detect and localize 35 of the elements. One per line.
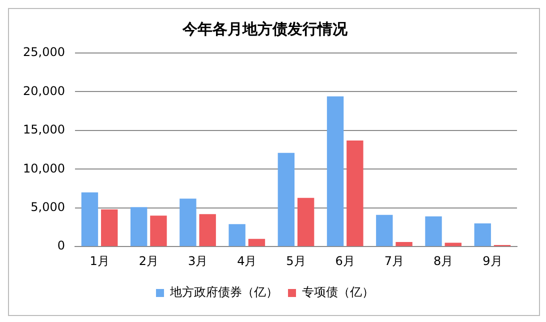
x-tick-label: 1月	[90, 254, 110, 268]
x-tick-label: 6月	[335, 254, 355, 268]
bar	[376, 214, 393, 246]
y-tick-label: 5,000	[30, 200, 65, 214]
bar	[199, 214, 216, 246]
bar	[425, 216, 442, 246]
x-tick-label: 3月	[188, 254, 208, 268]
bar	[474, 223, 491, 246]
bar	[130, 207, 148, 246]
bar	[248, 238, 266, 246]
y-tick-label: 25,000	[22, 45, 65, 60]
bar	[278, 152, 295, 246]
y-tick-label: 20,000	[22, 84, 65, 98]
bar	[150, 216, 167, 246]
x-tick-label: 9月	[482, 254, 502, 268]
bar	[444, 242, 462, 246]
y-tick-label: 10,000	[22, 161, 65, 176]
bar	[396, 242, 412, 246]
bar	[180, 198, 196, 246]
legend-label: 地方政府债券（亿）	[169, 285, 278, 300]
x-tick-label: 2月	[138, 254, 158, 268]
bar	[326, 96, 344, 246]
legend-label: 专项债（亿）	[302, 285, 374, 300]
x-tick-label: 8月	[434, 254, 454, 268]
bar	[346, 140, 364, 246]
chart-title: 今年各月地方债发行情况	[182, 20, 348, 38]
x-tick-label: 4月	[237, 254, 257, 268]
bar	[81, 192, 98, 246]
x-tick-label: 7月	[384, 254, 404, 268]
y-tick-label: 15,000	[22, 122, 65, 137]
bar	[101, 209, 118, 246]
bar	[228, 224, 246, 246]
y-tick-label: 0	[57, 238, 65, 253]
x-tick-label: 5月	[286, 254, 306, 268]
bar	[297, 198, 314, 246]
